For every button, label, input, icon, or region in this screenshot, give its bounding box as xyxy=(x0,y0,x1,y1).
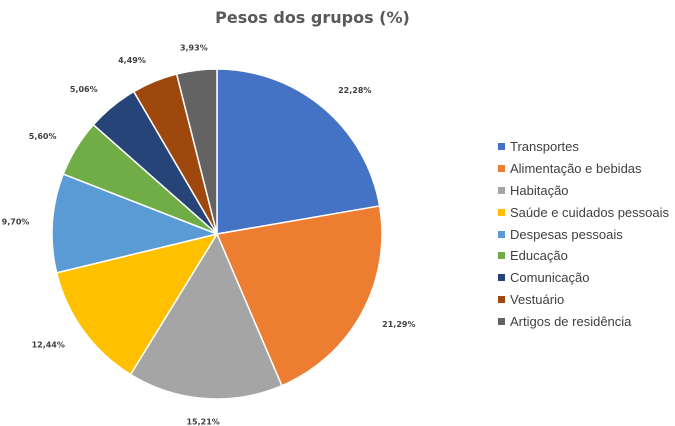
pie-slice-5 xyxy=(51,173,220,274)
data-label-8: 4,49% xyxy=(118,56,146,65)
legend-label: Artigos de residência xyxy=(510,313,632,329)
data-label-9: 3,93% xyxy=(180,43,208,52)
legend-item: Habitação xyxy=(498,180,669,202)
pie-slice-9 xyxy=(175,68,218,235)
legend-swatch xyxy=(498,252,505,260)
legend-item: Artigos de residência xyxy=(498,310,669,332)
legend-label: Educação xyxy=(510,248,568,264)
legend-item: Despesas pessoais xyxy=(498,223,669,245)
data-label-4: 12,44% xyxy=(32,341,65,350)
data-label-5: 9,70% xyxy=(2,217,30,226)
data-label-1: 22,28% xyxy=(338,86,371,95)
data-label-2: 21,29% xyxy=(382,320,415,329)
legend-swatch xyxy=(498,317,505,325)
legend-swatch xyxy=(498,143,505,151)
legend-label: Alimentação e bebidas xyxy=(510,161,642,177)
legend-item: Transportes xyxy=(498,136,669,158)
legend-label: Saúde e cuidados pessoais xyxy=(510,204,670,220)
legend-swatch xyxy=(498,186,505,194)
legend-label: Habitação xyxy=(510,182,569,198)
data-label-6: 5,60% xyxy=(29,132,57,141)
data-label-7: 5,06% xyxy=(70,85,98,94)
legend-item: Saúde e cuidados pessoais xyxy=(498,201,669,223)
legend-label: Vestuário xyxy=(510,291,565,307)
data-label-3: 15,21% xyxy=(186,417,219,426)
pie-slice-1 xyxy=(216,68,381,235)
legend-label: Transportes xyxy=(510,139,579,155)
legend-item: Comunicação xyxy=(498,267,669,289)
legend-item: Vestuário xyxy=(498,289,669,311)
legend-swatch xyxy=(498,230,505,238)
legend-swatch xyxy=(498,295,505,303)
legend-swatch xyxy=(498,165,505,173)
legend-label: Despesas pessoais xyxy=(510,226,623,242)
legend-item: Alimentação e bebidas xyxy=(498,158,669,180)
legend-swatch xyxy=(498,274,505,282)
chart-title: Pesos dos grupos (%) xyxy=(215,8,410,27)
legend-label: Comunicação xyxy=(510,270,590,286)
pie-slice-2 xyxy=(215,205,383,387)
legend-item: Educação xyxy=(498,245,669,267)
legend-swatch xyxy=(498,208,505,216)
legend: Transportes Alimentação e bebidas Habitaçã… xyxy=(498,136,669,332)
pie-slice-4 xyxy=(55,232,219,376)
pie-slice-3 xyxy=(129,232,283,400)
